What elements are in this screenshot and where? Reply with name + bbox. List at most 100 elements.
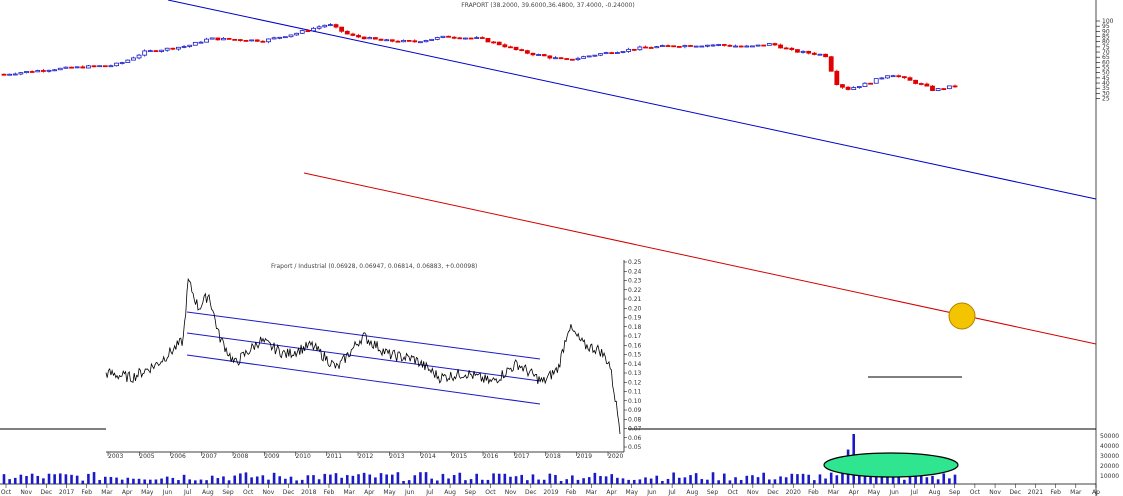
candlestick-series	[1, 23, 958, 92]
main-y-tick-label: 70	[1102, 49, 1110, 56]
volume-bar	[728, 480, 732, 484]
volume-bar	[582, 478, 585, 484]
main-x-tick-label: Dec	[1009, 489, 1021, 496]
candle-body	[806, 50, 812, 54]
candle-body	[879, 77, 885, 80]
volume-y-axis: 50000 40000 30000 20000 10000	[1100, 433, 1119, 480]
main-x-tick-label: Mar	[1070, 489, 1082, 496]
volume-bar	[233, 475, 237, 484]
volume-bar	[430, 478, 433, 484]
candle-body	[232, 38, 238, 41]
volume-bar	[103, 476, 107, 484]
candle-body	[74, 66, 80, 69]
inset-y-tick-label: 0.09	[628, 407, 642, 414]
main-x-tick-label: Aug	[929, 489, 941, 496]
candle-body	[592, 54, 598, 57]
main-x-axis: Oct Nov Dec 2017 Feb Mar Apr May Jun Jul Aug Sep Oct…	[0, 483, 1100, 496]
main-x-tick-label: Dec	[525, 489, 537, 496]
volume-bar	[227, 480, 231, 484]
main-x-tick-label: Mar	[101, 489, 113, 496]
candle-body	[164, 47, 170, 51]
inset-y-tick-label: 0.12	[628, 379, 642, 386]
inset-x-tick-label: 2006	[171, 453, 186, 460]
inset-x-tick-label: 2005	[139, 453, 154, 460]
inset-y-tick-label: 0.08	[628, 416, 642, 423]
candle-body	[69, 66, 74, 69]
candle-body	[418, 41, 423, 44]
volume-bar	[829, 472, 833, 484]
volume-bar	[42, 478, 45, 484]
candle-body	[249, 39, 254, 42]
volume-bar	[801, 473, 805, 484]
candle-body	[237, 39, 243, 41]
candle-body	[344, 30, 350, 35]
candle-body	[412, 40, 418, 43]
candle-body	[226, 37, 232, 40]
candle-body	[553, 57, 558, 60]
candle-body	[840, 84, 845, 88]
volume-bar	[87, 473, 90, 484]
candle-body	[361, 36, 367, 40]
volume-bar	[334, 473, 338, 484]
main-x-tick-label: Jun	[646, 489, 657, 496]
inset-y-tick-label: 0.14	[628, 361, 642, 368]
candle-body	[243, 39, 249, 42]
candle-body	[282, 36, 288, 39]
main-x-tick-label: Nov	[20, 489, 32, 496]
volume-bar	[306, 475, 310, 484]
candle-body	[24, 71, 29, 74]
candle-body	[519, 49, 525, 52]
candle-body	[716, 44, 722, 46]
candle-body	[474, 37, 480, 39]
candle-body	[851, 87, 857, 90]
volume-bar	[520, 474, 524, 484]
candle-body	[581, 56, 587, 59]
inset-y-tick-label: 0.13	[628, 370, 642, 377]
candle-body	[434, 37, 440, 40]
inset-x-tick-label: 2012	[358, 453, 373, 460]
candle-body	[451, 36, 457, 39]
volume-y-tick-label: 40000	[1100, 443, 1119, 450]
volume-bar	[638, 479, 642, 484]
volume-bar	[70, 474, 73, 484]
volume-bar	[554, 474, 557, 484]
volume-bar	[593, 472, 597, 484]
candle-body	[648, 47, 654, 49]
main-x-tick-label: Jul	[910, 489, 919, 496]
volume-bar	[368, 474, 372, 484]
volume-bar	[526, 480, 529, 484]
candle-body	[339, 26, 345, 32]
volume-bar	[734, 477, 737, 484]
volume-y-tick-label: 10000	[1100, 473, 1119, 480]
highlight-marker	[948, 302, 976, 330]
candle-body	[727, 44, 733, 47]
volume-bar	[267, 479, 270, 484]
inset-x-tick-label: 2016	[483, 453, 498, 460]
main-y-tick-label: 50	[1102, 70, 1110, 77]
volume-bar	[813, 480, 816, 484]
volume-bar	[768, 479, 771, 484]
volume-bar	[165, 476, 169, 484]
main-x-tick-label: Nov	[747, 489, 759, 496]
volume-bar	[317, 479, 321, 484]
volume-bar	[160, 478, 163, 484]
volume-bar	[942, 473, 946, 484]
inset-y-tick-label: 0.05	[628, 444, 642, 451]
volume-bar	[756, 477, 760, 484]
candle-body	[705, 44, 710, 47]
volume-bar	[616, 477, 619, 484]
inset-y-tick-label: 0.24	[628, 268, 642, 275]
candle-body	[187, 44, 193, 47]
volume-bar	[19, 474, 23, 484]
volume-bar	[689, 475, 692, 484]
volume-bar	[841, 472, 844, 484]
upper-trendline	[167, 0, 1097, 200]
volume-bar	[340, 477, 343, 484]
volume-y-tick-label: 30000	[1100, 453, 1119, 460]
candle-body	[856, 86, 862, 88]
volume-bar	[171, 477, 175, 484]
main-y-tick-label: 45	[1102, 75, 1110, 82]
volume-bar	[210, 475, 214, 484]
candle-body	[665, 45, 671, 47]
